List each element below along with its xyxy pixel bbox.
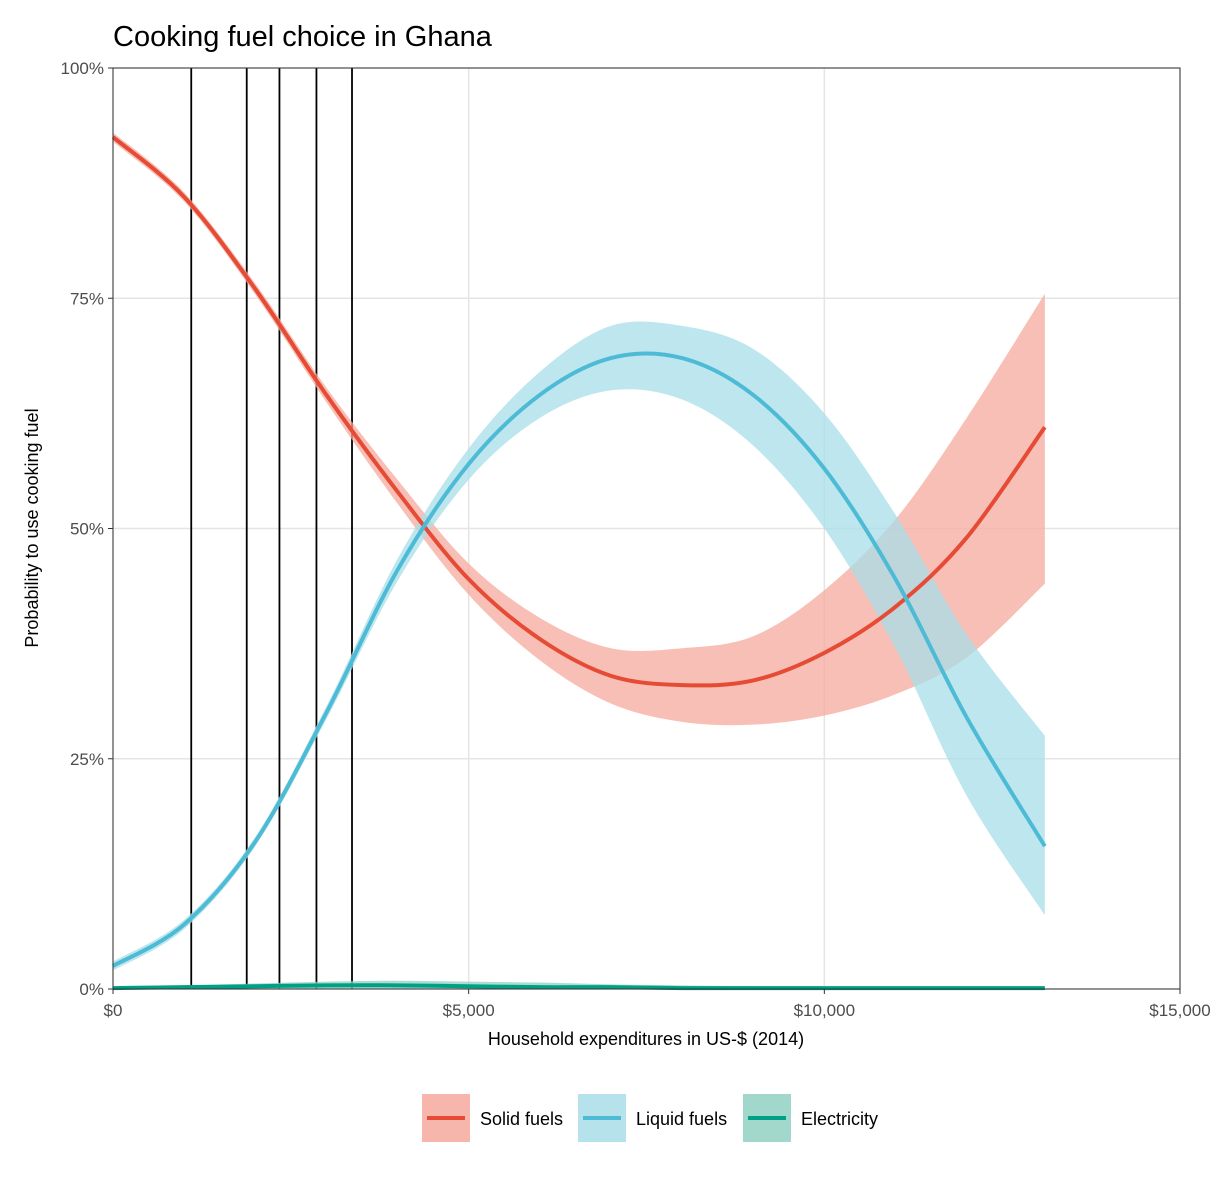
chart-title: Cooking fuel choice in Ghana [113, 21, 493, 53]
series-lines [111, 135, 1047, 991]
series-line-0 [111, 135, 1047, 688]
y-axis: 0% 25% 50% 75% 100% [61, 59, 113, 999]
x-tick-label-3: $15,000 [1149, 1001, 1210, 1020]
x-tick-label-1: $5,000 [443, 1001, 495, 1020]
series-line-1 [111, 351, 1047, 968]
y-tick-label-4: 100% [61, 59, 104, 78]
x-axis-title: Household expenditures in US-$ (2014) [488, 1029, 804, 1049]
series-line-2 [112, 983, 1045, 991]
legend-label-1: Liquid fuels [636, 1109, 727, 1129]
y-tick-label-3: 75% [70, 289, 104, 308]
y-tick-label-1: 25% [70, 750, 104, 769]
y-axis-title: Probability to use cooking fuel [22, 408, 42, 647]
x-tick-label-0: $0 [104, 1001, 123, 1020]
legend-label-0: Solid fuels [480, 1109, 563, 1129]
legend-label-2: Electricity [801, 1109, 878, 1129]
vertical-markers [190, 68, 353, 989]
band-1 [113, 321, 1045, 971]
y-tick-label-2: 50% [70, 520, 104, 539]
x-axis: $0 $5,000 $10,000 $15,000 [104, 989, 1211, 1020]
y-tick-label-0: 0% [79, 980, 104, 999]
confidence-bands [113, 132, 1045, 989]
x-tick-label-2: $10,000 [794, 1001, 855, 1020]
legend: Solid fuels Liquid fuels Electricity [422, 1094, 878, 1142]
